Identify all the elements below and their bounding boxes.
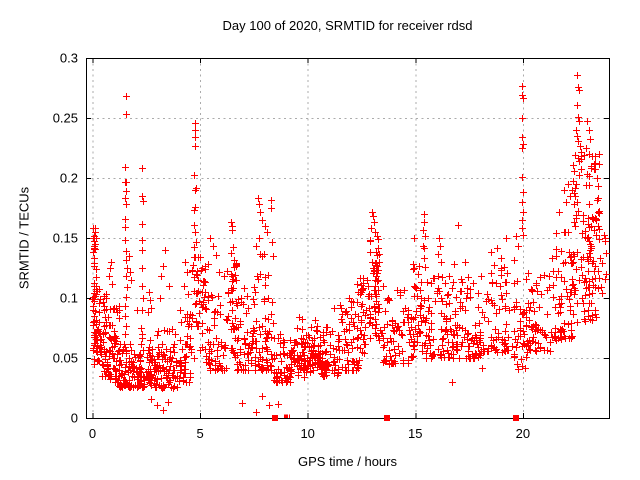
y-tick-label: 0.3 (59, 50, 78, 66)
x-tick-label: 0 (88, 426, 97, 441)
zero-value-block (272, 415, 278, 421)
x-tick-label: 15 (408, 426, 423, 441)
y-axis-label: SRMTID / TECUs (16, 186, 32, 290)
axis-ticks (86, 58, 609, 419)
y-tick-label: 0.15 (52, 230, 78, 246)
scatter-points (89, 72, 610, 418)
x-axis-label: GPS time / hours (298, 454, 397, 469)
y-tick-label: 0.2 (59, 170, 78, 186)
x-tick-label: 20 (515, 426, 531, 441)
x-tick-label: 5 (196, 426, 204, 441)
y-tick-label: 0.1 (59, 290, 78, 306)
chart-title: Day 100 of 2020, SRMTID for receiver rds… (222, 18, 473, 33)
y-tick-label: 0.05 (52, 350, 78, 366)
y-tick-label: 0 (70, 410, 78, 426)
zero-value-block (513, 415, 519, 421)
zero-value-block (384, 415, 390, 421)
x-tick-label: 10 (300, 426, 315, 441)
y-tick-label: 0.25 (52, 110, 78, 126)
